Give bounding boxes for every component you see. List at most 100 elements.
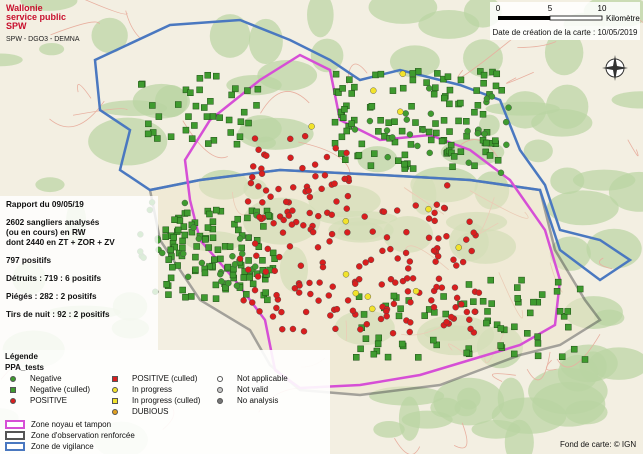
sample-point [482,148,489,156]
sample-point [468,247,475,255]
sample-point [483,319,490,327]
sample-point [440,204,448,212]
sample-point [264,245,271,253]
legend-item: No analysis [215,396,278,406]
sample-point [216,114,223,121]
forest-patch [255,136,276,149]
sample-point [211,256,218,263]
forest-patch [132,83,190,119]
forest-patch [608,171,643,212]
sample-point [440,117,448,124]
logo: Wallonie service public SPW SPW - DGO3 -… [6,4,80,44]
sample-point [455,117,462,125]
sample-point [329,283,336,290]
sample-point [486,152,494,159]
sample-point [375,128,382,135]
sample-point [341,175,348,183]
sample-point [356,263,363,270]
north-arrow-star [602,55,628,81]
sample-point [443,233,450,240]
sample-point [300,222,307,229]
legend-item: Negative [8,374,62,384]
forest-patch [91,17,128,54]
sample-point [154,135,161,142]
sample-point [477,68,484,75]
sample-point [447,141,455,149]
forest-patch [20,0,78,11]
sample-point [299,164,306,172]
sample-point [264,296,271,304]
sample-point [222,284,229,291]
sample-point [406,328,413,336]
sample-point [502,118,510,126]
sample-point [387,276,395,283]
sample-point [383,234,391,241]
sample-point [480,79,487,87]
sample-point [287,135,294,143]
sample-point [328,230,336,238]
sample-point [390,292,398,300]
sample-point [179,286,186,294]
legend-symbol [10,376,16,382]
sample-point [192,253,199,261]
sample-point [212,281,220,289]
sample-point [423,79,430,86]
sample-point [165,256,172,263]
sample-point [344,229,351,236]
zone-symbol [5,442,25,451]
sample-point [398,340,406,348]
sample-point [236,255,244,262]
legend-symbol [10,387,16,393]
sample-point [275,185,282,193]
sample-point [503,141,510,148]
sample-point [342,271,350,278]
sample-point [240,274,248,281]
sample-point [196,86,203,94]
road [77,84,92,99]
scale-unit: Kilomètres [606,14,640,23]
sample-point [244,214,251,222]
legend-symbol [217,376,223,382]
sample-point [273,304,280,312]
sample-point [488,300,495,307]
sample-point [479,298,487,305]
sample-point [564,308,572,315]
legend-label: POSITIVE (culled) [132,374,198,383]
sample-point [390,300,398,308]
sample-point [387,245,394,253]
sample-point [192,266,199,274]
sample-point [379,247,386,255]
sample-point [155,113,163,120]
sample-point [262,187,270,194]
sample-point [438,284,446,291]
sample-point [430,336,437,344]
sample-point [371,150,378,157]
sample-point [200,104,208,111]
sample-point [497,342,504,349]
report-line: Tirs de nuit : 92 : 2 positifs [6,310,110,319]
sample-point [348,120,355,127]
sample-point [463,308,471,316]
sample-point [279,229,287,236]
sample-point [306,279,313,287]
sample-point [205,244,212,251]
sample-point [394,255,401,262]
sample-point [349,307,357,314]
sample-point [357,326,364,333]
sample-point [474,102,482,109]
scale-bar: 0 5 10 Kilomètres [490,2,643,26]
sample-point [204,71,212,79]
sample-point [463,349,470,357]
logo-line: SPW [6,21,27,31]
sample-point [167,274,175,282]
sample-point [217,271,224,278]
sample-point [243,291,250,298]
sample-point [450,256,457,263]
forest-patch [209,14,251,58]
sample-point [514,295,521,302]
sample-point [290,184,297,191]
sample-point [249,173,256,181]
road [526,351,551,381]
sample-point [280,216,287,224]
